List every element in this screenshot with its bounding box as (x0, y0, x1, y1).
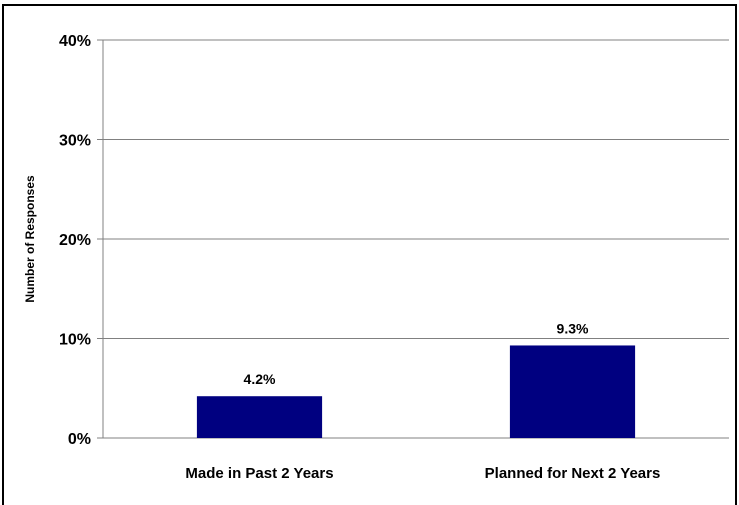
category-label: Made in Past 2 Years (185, 465, 333, 482)
bar (196, 396, 323, 438)
category-labels: Made in Past 2 Years Planned for Next 2 Y… (185, 465, 660, 482)
bar (509, 345, 636, 438)
data-label: 4.2% (244, 371, 276, 387)
y-tick-label: 30% (59, 133, 91, 150)
data-label: 9.3% (557, 320, 589, 336)
y-tick-label: 40% (59, 33, 91, 50)
y-tick-labels: 0% 10% 20% 30% 40% (59, 33, 103, 448)
y-tick-label: 0% (68, 431, 91, 448)
data-labels: 4.2% 9.3% (244, 320, 589, 387)
gridlines (103, 39, 729, 339)
y-tick-label: 10% (59, 332, 91, 349)
y-tick-label: 20% (59, 232, 91, 249)
category-label: Planned for Next 2 Years (485, 465, 661, 482)
y-axis-label: Number of Responses (23, 175, 37, 303)
bars (196, 345, 636, 438)
